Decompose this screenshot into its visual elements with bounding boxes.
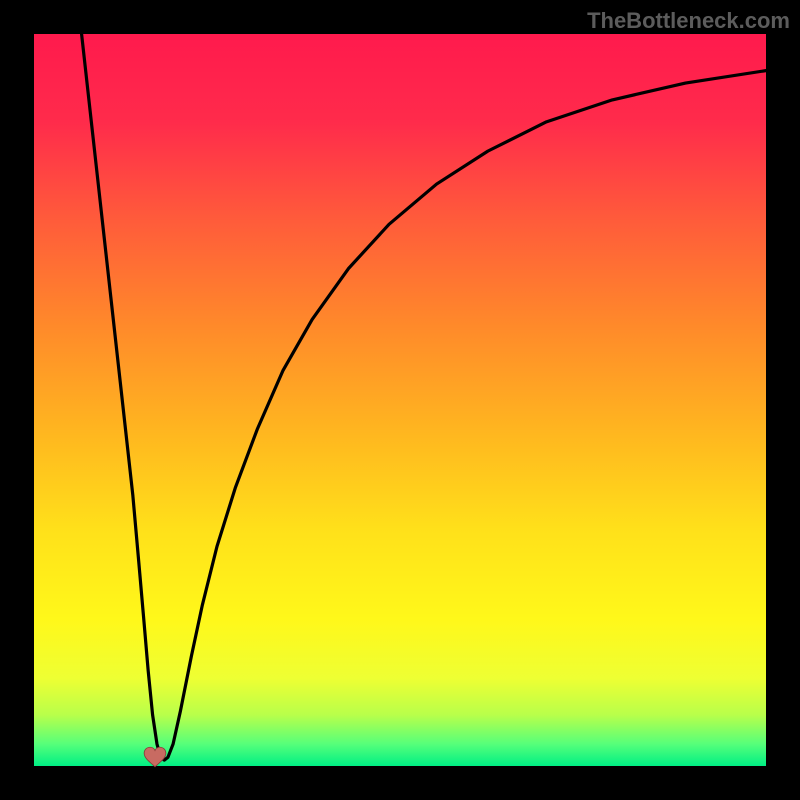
chart-container: TheBottleneck.com (0, 0, 800, 800)
bottleneck-curve (34, 34, 766, 766)
plot-area (34, 34, 766, 766)
heart-marker-icon (142, 744, 168, 770)
watermark-text: TheBottleneck.com (587, 8, 790, 34)
